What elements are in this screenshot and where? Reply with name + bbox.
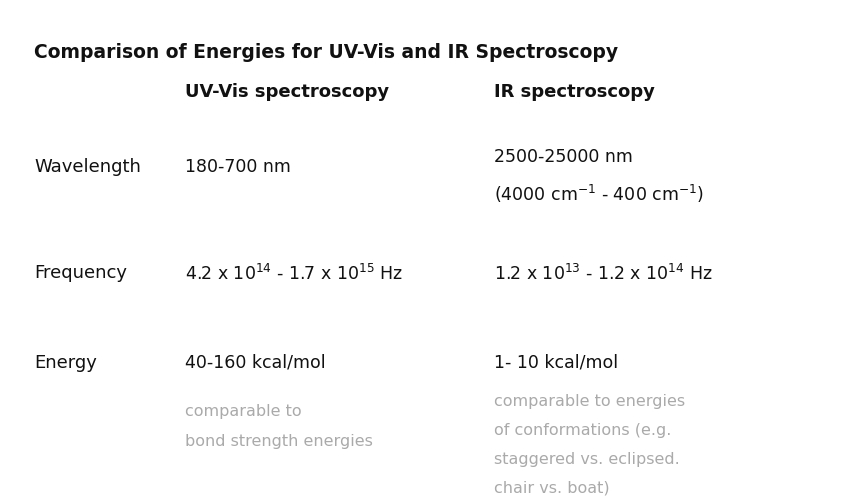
- Text: (4000 cm$^{-1}$ - 400 cm$^{-1}$): (4000 cm$^{-1}$ - 400 cm$^{-1}$): [494, 183, 704, 205]
- Text: Frequency: Frequency: [34, 263, 127, 281]
- Text: IR spectroscopy: IR spectroscopy: [494, 83, 655, 101]
- Text: chair vs. boat): chair vs. boat): [494, 479, 610, 494]
- Text: comparable to: comparable to: [185, 403, 302, 418]
- Text: Wavelength: Wavelength: [34, 158, 141, 176]
- Text: 2500-25000 nm: 2500-25000 nm: [494, 148, 633, 166]
- Text: of conformations (e.g.: of conformations (e.g.: [494, 422, 672, 437]
- Text: 40-160 kcal/mol: 40-160 kcal/mol: [185, 353, 326, 371]
- Text: UV-Vis spectroscopy: UV-Vis spectroscopy: [185, 83, 389, 101]
- Text: Comparison of Energies for UV-Vis and IR Spectroscopy: Comparison of Energies for UV-Vis and IR…: [34, 43, 618, 62]
- Text: staggered vs. eclipsed.: staggered vs. eclipsed.: [494, 451, 680, 466]
- Text: comparable to energies: comparable to energies: [494, 393, 685, 408]
- Text: 180-700 nm: 180-700 nm: [185, 158, 291, 176]
- Text: 4.2 x 10$^{14}$ - 1.7 x 10$^{15}$ Hz: 4.2 x 10$^{14}$ - 1.7 x 10$^{15}$ Hz: [185, 263, 403, 283]
- Text: Energy: Energy: [34, 353, 97, 371]
- Text: 1- 10 kcal/mol: 1- 10 kcal/mol: [494, 353, 618, 371]
- Text: 1.2 x 10$^{13}$ - 1.2 x 10$^{14}$ Hz: 1.2 x 10$^{13}$ - 1.2 x 10$^{14}$ Hz: [494, 263, 713, 283]
- Text: bond strength energies: bond strength energies: [185, 433, 372, 448]
